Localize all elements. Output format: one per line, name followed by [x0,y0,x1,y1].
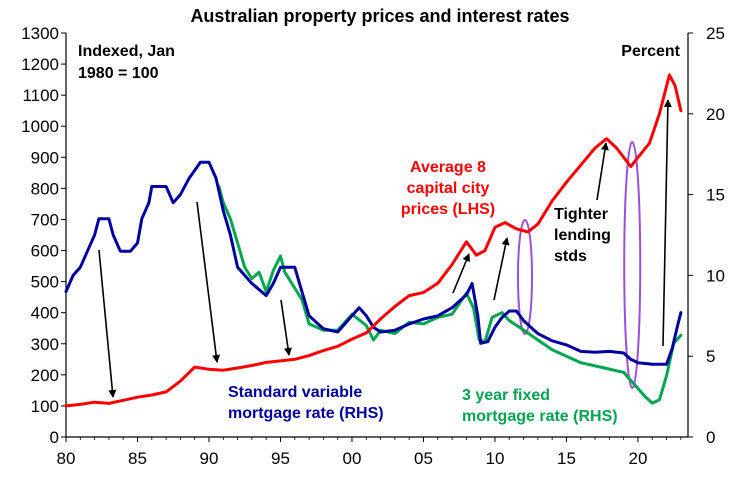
fixed-label-line-1: 3 year fixed [462,387,550,404]
ellipse-2019 [623,141,642,389]
right-tick-label: 20 [706,105,725,124]
highlight-ellipses [516,141,642,389]
right-tick-label: 10 [706,266,725,285]
prices-label-line-3: prices (LHS) [401,201,495,218]
variable-label-line-2: mortgage rate (RHS) [228,405,384,422]
left-tick-label: 0 [50,428,59,447]
left-tick-label: 1200 [21,55,59,74]
left-tick-label: 900 [31,148,59,167]
left-axis-label-line-2: 1980 = 100 [78,65,159,82]
left-tick-label: 600 [31,242,59,261]
x-tick-label: 05 [414,449,433,468]
tighter-label-line-1: Tighter [554,206,608,223]
arrow-2022 [662,99,672,347]
x-tick-label: 95 [271,449,290,468]
right-tick-label: 15 [706,186,725,205]
left-tick-label: 300 [31,335,59,354]
right-axis-label: Percent [621,43,680,60]
left-tick-label: 800 [31,179,59,198]
x-tick-label: 10 [486,449,505,468]
arrow-1995 [280,299,292,356]
x-tick-label: 80 [57,449,76,468]
x-tick-label: 85 [128,449,147,468]
x-tick-label: 15 [557,449,576,468]
arrow-2008 [452,253,471,294]
series-lines [64,73,683,408]
arrow-1990 [196,201,221,363]
series-line-2 [217,185,683,405]
annotation-arrows [98,99,672,398]
left-tick-label: 200 [31,366,59,385]
left-tick-label: 500 [31,273,59,292]
tighter-label-line-2: lending [554,227,611,244]
series-line-0 [64,73,683,408]
ellipse-2012 [516,219,533,335]
prices-label-line-1: Average 8 [410,159,486,176]
left-tick-label: 700 [31,210,59,229]
prices-label-line-2: capital city [407,180,490,197]
right-tick-label: 5 [706,347,715,366]
left-axis-label-line-1: Indexed, Jan [78,43,175,60]
right-tick-label: 0 [706,428,715,447]
axes: 0100200300400500600700800900100011001200… [21,24,725,468]
fixed-label-line-2: mortgage rate (RHS) [462,408,618,425]
arrow-tighter [596,142,609,201]
x-tick-label: 90 [200,449,219,468]
right-tick-label: 25 [706,24,725,43]
left-tick-label: 100 [31,397,59,416]
x-tick-label: 00 [343,449,362,468]
left-tick-label: 1000 [21,117,59,136]
series-line-1 [64,160,683,366]
arrow-1983 [98,249,117,398]
left-tick-label: 1300 [21,24,59,43]
variable-label-line-1: Standard variable [228,384,362,401]
tighter-label-line-3: stds [554,248,587,265]
chart-title: Australian property prices and interest … [190,6,569,26]
arrow-2010 [493,237,510,301]
left-tick-label: 1100 [22,86,59,105]
x-tick-label: 20 [628,449,647,468]
left-tick-label: 400 [31,304,59,323]
